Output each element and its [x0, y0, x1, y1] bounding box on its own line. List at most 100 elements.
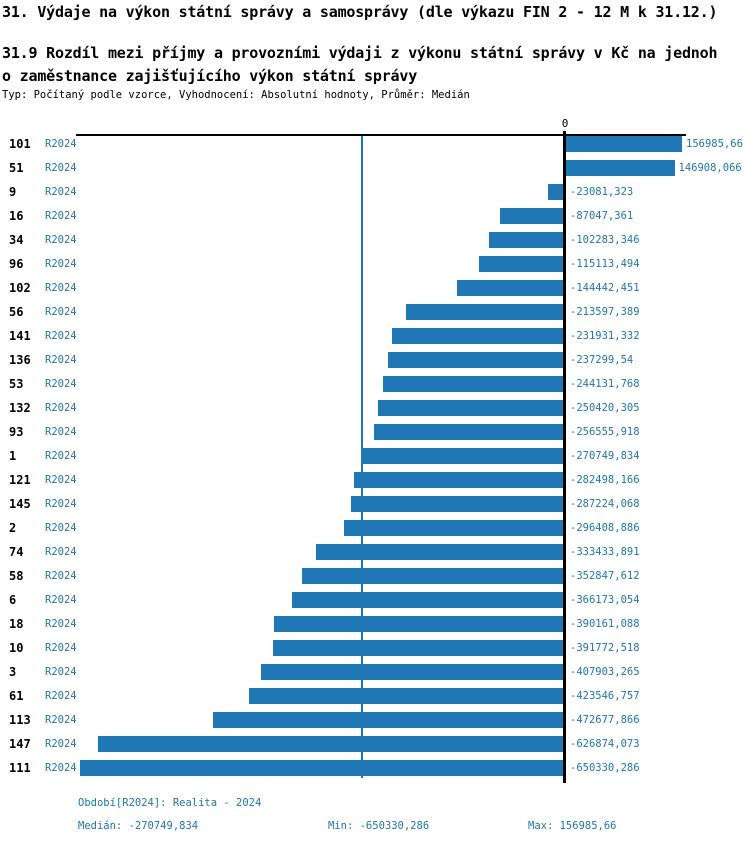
bar-value-label: -366173,054: [570, 594, 640, 606]
chart-subtitle-line2: o zaměstnance zajišťujícího výkon státní…: [2, 67, 418, 85]
bar-value-label: -144442,451: [570, 282, 640, 294]
row-number-label: 136: [9, 353, 31, 367]
row-period-label: R2024: [45, 546, 77, 558]
row-number-label: 2: [9, 521, 17, 535]
row-number-label: 145: [9, 497, 31, 511]
median-reference-line: [361, 136, 363, 778]
value-bar: [565, 136, 682, 152]
chart-row: 34 R2024 -102283,346: [0, 232, 750, 248]
row-period-label: R2024: [45, 138, 77, 150]
chart-row: 61 R2024 -423546,757: [0, 688, 750, 704]
value-bar: [260, 664, 565, 680]
value-bar: [302, 568, 565, 584]
chart-row: 53 R2024 -244131,768: [0, 376, 750, 392]
bar-value-label: -282498,166: [570, 474, 640, 486]
chart-row: 9 R2024 -23081,323: [0, 184, 750, 200]
row-number-label: 96: [9, 257, 24, 271]
value-bar: [249, 688, 565, 704]
value-bar: [488, 232, 565, 248]
row-period-label: R2024: [45, 210, 77, 222]
row-period-label: R2024: [45, 618, 77, 630]
chart-row: 102 R2024 -144442,451: [0, 280, 750, 296]
row-number-label: 51: [9, 161, 24, 175]
chart-row: 147 R2024 -626874,073: [0, 736, 750, 752]
row-number-label: 9: [9, 185, 17, 199]
chart-row: 96 R2024 -115113,494: [0, 256, 750, 272]
value-bar: [547, 184, 565, 200]
value-bar: [350, 496, 565, 512]
bar-value-label: 156985,66: [686, 138, 743, 150]
row-number-label: 74: [9, 545, 24, 559]
chart-row: 16 R2024 -87047,361: [0, 208, 750, 224]
value-bar: [500, 208, 565, 224]
value-bar: [383, 376, 565, 392]
value-bar: [354, 472, 565, 488]
chart-row: 58 R2024 -352847,612: [0, 568, 750, 584]
value-bar: [378, 400, 565, 416]
row-number-label: 93: [9, 425, 24, 439]
chart-row: 2 R2024 -296408,886: [0, 520, 750, 536]
row-number-label: 111: [9, 761, 31, 775]
value-bar: [274, 616, 565, 632]
row-number-label: 147: [9, 737, 31, 751]
chart-row: 136 R2024 -237299,54: [0, 352, 750, 368]
bar-value-label: -23081,323: [570, 186, 634, 198]
row-number-label: 101: [9, 137, 31, 151]
row-number-label: 6: [9, 593, 17, 607]
row-period-label: R2024: [45, 162, 77, 174]
chart-meta-info: Typ: Počítaný podle vzorce, Vyhodnocení:…: [2, 89, 470, 101]
value-bar: [363, 448, 565, 464]
value-bar: [479, 256, 565, 272]
row-period-label: R2024: [45, 666, 77, 678]
row-period-label: R2024: [45, 258, 77, 270]
zero-axis-line: [563, 131, 566, 783]
chart-row: 6 R2024 -366173,054: [0, 592, 750, 608]
value-bar: [97, 736, 565, 752]
row-number-label: 61: [9, 689, 24, 703]
bar-value-label: -237299,54: [570, 354, 634, 366]
row-period-label: R2024: [45, 714, 77, 726]
row-number-label: 18: [9, 617, 24, 631]
value-bar: [457, 280, 565, 296]
bar-value-label: -102283,346: [570, 234, 640, 246]
row-number-label: 121: [9, 473, 31, 487]
bar-value-label: -390161,088: [570, 618, 640, 630]
chart-row: 1 R2024 -270749,834: [0, 448, 750, 464]
footer-min-value: Min: -650330,286: [328, 820, 430, 832]
chart-row: 93 R2024 -256555,918: [0, 424, 750, 440]
row-period-label: R2024: [45, 330, 77, 342]
value-bar: [316, 544, 565, 560]
row-number-label: 56: [9, 305, 24, 319]
bar-value-label: -244131,768: [570, 378, 640, 390]
row-number-label: 132: [9, 401, 31, 415]
row-period-label: R2024: [45, 498, 77, 510]
chart-row: 18 R2024 -390161,088: [0, 616, 750, 632]
row-number-label: 3: [9, 665, 17, 679]
row-period-label: R2024: [45, 642, 77, 654]
value-bar: [272, 640, 565, 656]
bar-value-label: 146908,066: [678, 162, 742, 174]
chart-row: 121 R2024 -282498,166: [0, 472, 750, 488]
value-bar: [80, 760, 565, 776]
zero-axis-tick-label: 0: [561, 117, 569, 130]
bar-value-label: -270749,834: [570, 450, 640, 462]
footer-period-label: Období[R2024]: Realita - 2024: [78, 797, 262, 809]
row-period-label: R2024: [45, 234, 77, 246]
value-bar: [373, 424, 565, 440]
row-period-label: R2024: [45, 570, 77, 582]
chart-row: 113 R2024 -472677,866: [0, 712, 750, 728]
bar-value-label: -472677,866: [570, 714, 640, 726]
footer-max-value: Max: 156985,66: [528, 820, 617, 832]
chart-row: 111 R2024 -650330,286: [0, 760, 750, 776]
bar-value-label: -407903,265: [570, 666, 640, 678]
value-bar: [392, 328, 565, 344]
row-period-label: R2024: [45, 690, 77, 702]
chart-row: 3 R2024 -407903,265: [0, 664, 750, 680]
row-period-label: R2024: [45, 594, 77, 606]
bar-value-label: -213597,389: [570, 306, 640, 318]
chart-row: 56 R2024 -213597,389: [0, 304, 750, 320]
chart-row: 74 R2024 -333433,891: [0, 544, 750, 560]
row-number-label: 16: [9, 209, 24, 223]
row-period-label: R2024: [45, 402, 77, 414]
